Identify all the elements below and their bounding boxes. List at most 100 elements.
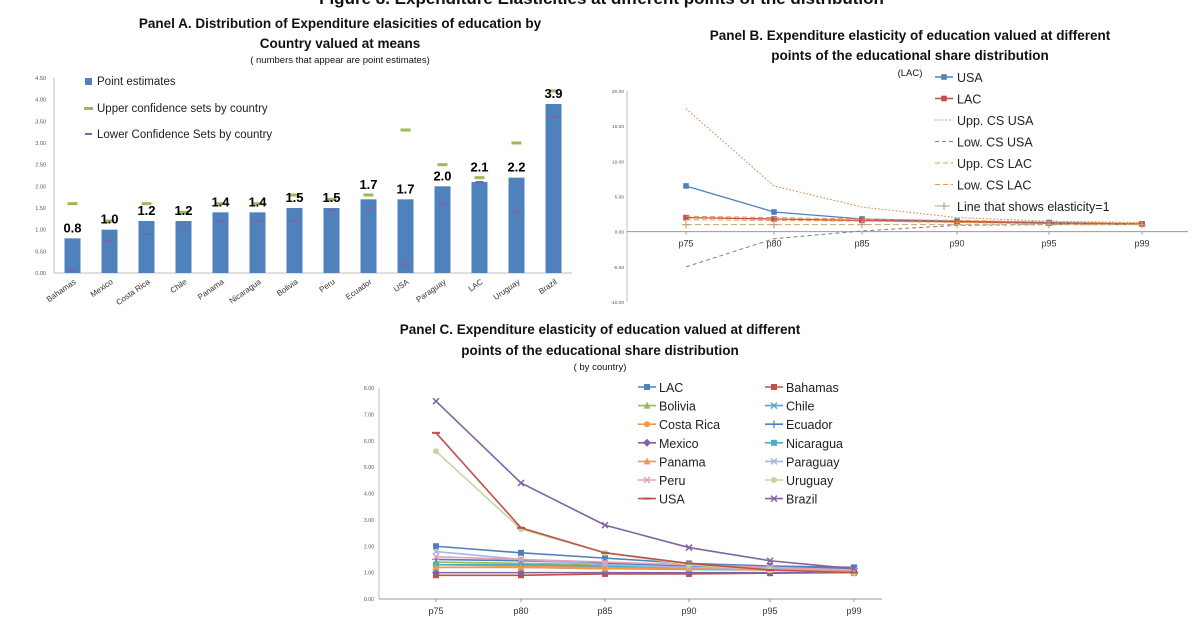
panel-c-series-point xyxy=(517,563,525,571)
panel-b-series-point xyxy=(771,216,777,222)
panel-b-legend-label: Line that shows elasticity=1 xyxy=(957,200,1110,214)
panel-b-series-point xyxy=(1138,220,1146,229)
panel-a-lower-cs-mark xyxy=(512,211,521,214)
panel-c-legend-marker xyxy=(771,477,777,483)
panel-c-series-line xyxy=(435,550,855,571)
panel-c-series-point xyxy=(433,448,439,455)
panel-c-series-line xyxy=(435,556,855,571)
panel-a-y-tick-label: 2.00 xyxy=(35,184,46,190)
panel-a-x-tick-label: Chile xyxy=(169,277,190,295)
panel-c-y-tick-label: 7.00 xyxy=(364,412,374,418)
panel-c-series-point xyxy=(517,568,525,577)
panel-c-series-point xyxy=(602,555,608,562)
panel-a-data-label: 0.8 xyxy=(63,220,81,235)
panel-b-title-line2: points of the educational share distribu… xyxy=(771,48,1049,63)
panel-a-upper-cs-mark xyxy=(67,202,78,206)
panel-c-series-point xyxy=(766,568,774,571)
panel-c-legend-label: Bolivia xyxy=(659,400,696,414)
panel-b-legend-marker xyxy=(941,95,947,102)
panel-a-upper-cs-mark xyxy=(141,202,152,206)
panel-a-data-label: 1.2 xyxy=(137,203,155,218)
panel-a-x-tick-label: Bolivia xyxy=(275,277,300,298)
panel-c-legend-marker xyxy=(643,401,651,409)
panel-b-y-tick-label: 15.00 xyxy=(612,124,624,130)
panel-b-subtitle: (LAC) xyxy=(897,68,923,79)
panel-b-series-point xyxy=(770,220,778,229)
panel-c-series-line xyxy=(435,545,855,569)
panel-a-upper-cs-mark xyxy=(400,128,411,132)
panel-a-bar xyxy=(175,221,192,273)
panel-a-lower-cs-mark xyxy=(216,220,225,222)
panel-c-legend-label: USA xyxy=(659,493,685,507)
panel-b-series-line xyxy=(685,219,1143,226)
panel-a-data-label: 1.2 xyxy=(174,203,192,218)
panel-a-lower-cs-mark xyxy=(401,263,410,266)
panel-a-data-label: 3.9 xyxy=(544,86,562,101)
panel-c-legend-marker xyxy=(644,421,650,428)
panel-c-series-point xyxy=(433,543,439,550)
panel-b-series-point xyxy=(683,183,689,189)
panel-a-legend-label: Point estimates xyxy=(97,76,176,88)
panel-c-y-tick-label: 5.00 xyxy=(364,465,374,471)
panel-b-series-line xyxy=(685,215,1143,224)
panel-b-series-point xyxy=(683,214,689,221)
panel-c-legend-marker xyxy=(643,497,651,500)
panel-c-legend-marker xyxy=(644,384,650,390)
panel-a-y-tick-label: 3.50 xyxy=(35,119,46,125)
panel-c-series-point xyxy=(850,571,858,574)
panel-a-lower-cs-mark xyxy=(142,233,151,235)
panel-a-y-tick-label: 2.50 xyxy=(35,163,46,169)
panel-a-y-tick-label: 1.50 xyxy=(35,206,46,212)
panel-a-bar xyxy=(471,182,488,273)
panel-a-data-label: 1.7 xyxy=(359,177,377,192)
panel-c-y-tick-label: 0.00 xyxy=(364,597,374,603)
panel-c-x-tick-label: p80 xyxy=(513,606,528,616)
panel-b-x-tick-label: p90 xyxy=(949,239,964,249)
panel-a-data-label: 2.1 xyxy=(470,160,488,175)
panel-a-data-label: 2.0 xyxy=(433,168,451,183)
panel-c-series-point xyxy=(601,521,609,529)
panel-b-legend-label: Low. CS LAC xyxy=(957,179,1031,193)
panel-a-lower-cs-mark xyxy=(438,202,447,205)
panel-b-series-point xyxy=(953,220,961,229)
panel-a-data-label: 1.5 xyxy=(285,190,303,205)
panel-a-lower-cs-mark xyxy=(179,226,188,229)
panel-a-lower-cs-mark xyxy=(549,116,558,118)
panel-b-y-tick-label: 5.00 xyxy=(615,195,625,201)
panel-c-series-point xyxy=(518,549,524,556)
panel-c-series-point xyxy=(517,526,525,529)
panel-a-x-tick-label: Peru xyxy=(318,277,337,294)
panel-a-bar xyxy=(101,229,118,273)
panel-a-y-tick-label: 0.50 xyxy=(35,249,46,255)
panel-a-lower-cs-mark xyxy=(364,207,373,209)
panel-c-x-tick-label: p90 xyxy=(681,606,696,616)
panel-a-data-label: 1.4 xyxy=(248,194,267,209)
panel-a-upper-cs-mark xyxy=(511,141,522,145)
panel-c-subtitle: ( by country) xyxy=(573,362,627,373)
panel-a-bar xyxy=(212,212,229,273)
panel-a-bar xyxy=(545,104,562,273)
panel-c-series-line xyxy=(435,400,855,570)
panel-a-upper-cs-mark xyxy=(215,202,226,206)
panel-c-legend-label: Nicaragua xyxy=(786,437,843,451)
panel-a-data-label: 2.2 xyxy=(507,160,525,175)
panel-a-y-tick-label: 0.00 xyxy=(35,271,46,277)
panel-a-bar xyxy=(434,186,451,273)
panel-b-y-tick-label: -10.00 xyxy=(610,300,624,306)
panel-b-legend-marker xyxy=(940,202,948,210)
panel-b-legend-label: USA xyxy=(957,71,983,85)
panel-a-data-label: 1.7 xyxy=(396,181,414,196)
panel-c-series-point xyxy=(685,544,693,552)
panel-c-series-point xyxy=(850,565,858,573)
panel-c-title-line1: Panel C. Expenditure elasticity of educa… xyxy=(399,322,801,337)
panel-c-y-tick-label: 8.00 xyxy=(364,386,374,392)
panel-a-legend-swatch-lower xyxy=(85,133,92,135)
panel-a-bar xyxy=(360,199,377,273)
panel-b-legend-label: Upp. CS USA xyxy=(957,114,1034,128)
panel-c-series-point xyxy=(432,397,440,405)
panel-c-series-point xyxy=(601,558,609,566)
panel-c-legend-marker xyxy=(770,495,778,503)
panel-a-x-tick-label: Ecuador xyxy=(344,277,374,302)
panel-c-legend-label: Chile xyxy=(786,400,815,414)
